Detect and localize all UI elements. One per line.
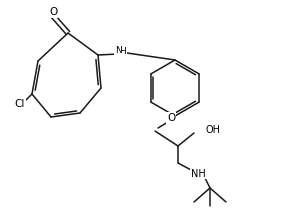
Text: O: O [49, 7, 57, 17]
Text: O: O [167, 113, 175, 123]
Text: OH: OH [205, 125, 220, 135]
Text: NH: NH [191, 169, 205, 179]
Text: N: N [115, 46, 121, 55]
Text: H: H [120, 46, 126, 55]
Text: Cl: Cl [15, 99, 25, 109]
